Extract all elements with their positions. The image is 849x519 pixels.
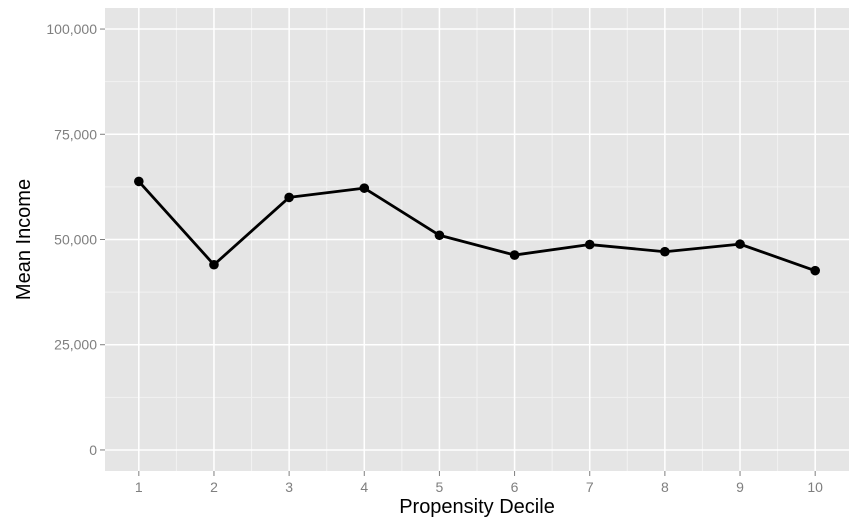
- data-series: [134, 176, 820, 276]
- data-point: [209, 259, 219, 270]
- data-point: [660, 246, 670, 257]
- y-axis-title: Mean Income: [13, 179, 35, 300]
- series-line: [137, 180, 816, 272]
- data-point: [810, 265, 820, 276]
- x-tick-label: 7: [586, 479, 594, 495]
- x-tick-label: 2: [210, 479, 218, 495]
- x-axis-tick-labels: 1 2 3 4 5 6 7 8 9 10: [135, 479, 823, 495]
- x-tick-label: 10: [807, 479, 823, 495]
- y-axis-tick-labels: 0 25,000 50,000 75,000 100,000: [46, 21, 97, 458]
- y-tick-label: 25,000: [54, 337, 97, 353]
- x-tick-label: 8: [661, 479, 669, 495]
- x-tick-label: 1: [135, 479, 143, 495]
- axis-ticks: [100, 28, 816, 476]
- data-point: [359, 183, 370, 193]
- data-point: [434, 230, 445, 241]
- major-gridlines: [105, 8, 849, 471]
- x-tick-label: 3: [285, 479, 293, 495]
- data-point: [735, 239, 745, 249]
- y-tick-label: 0: [89, 442, 97, 458]
- y-tick-label: 100,000: [46, 21, 97, 37]
- x-tick-label: 4: [360, 479, 368, 495]
- y-tick-label: 75,000: [54, 126, 97, 142]
- y-tick-label: 50,000: [54, 232, 97, 248]
- data-point: [509, 250, 520, 260]
- data-point: [284, 192, 294, 203]
- x-tick-label: 6: [511, 479, 519, 495]
- x-axis-title: Propensity Decile: [399, 496, 555, 518]
- x-tick-label: 9: [736, 479, 744, 495]
- x-tick-label: 5: [436, 479, 444, 495]
- data-point: [134, 176, 144, 187]
- data-point: [584, 239, 595, 250]
